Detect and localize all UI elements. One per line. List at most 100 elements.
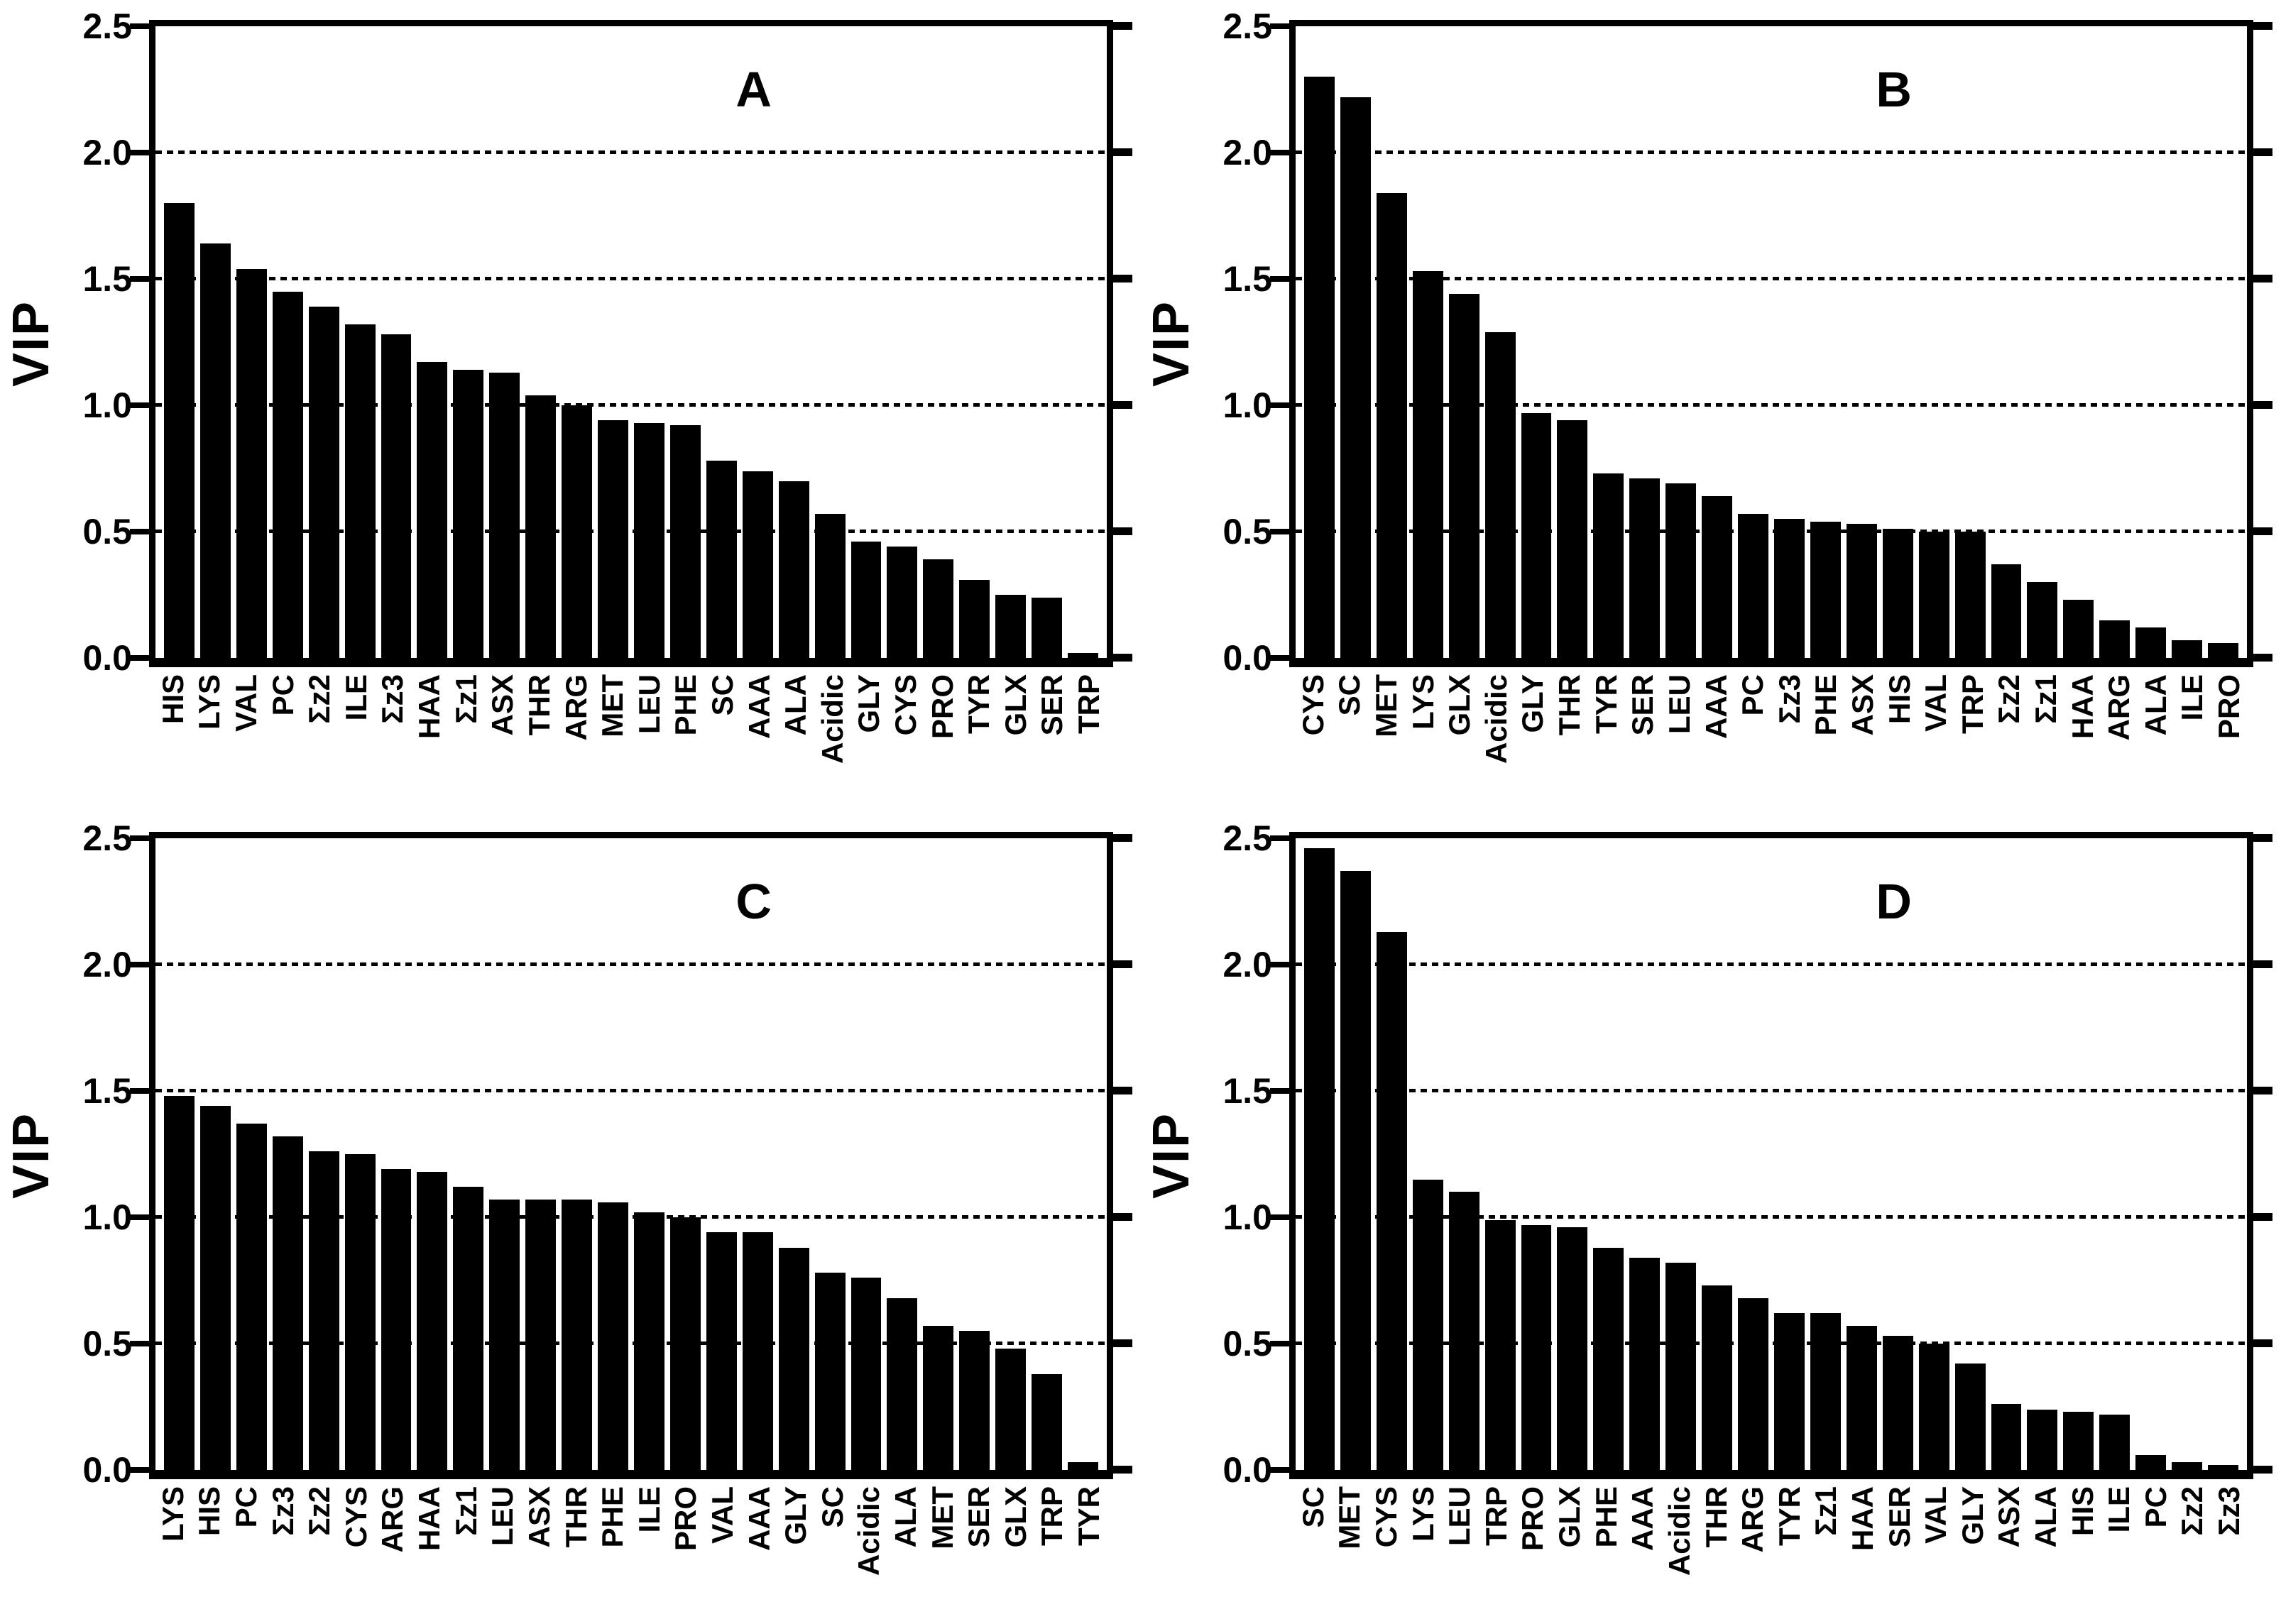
x-category-label: ILE bbox=[2102, 1486, 2136, 1533]
bar bbox=[308, 307, 339, 658]
x-category-label: GLX bbox=[1443, 674, 1477, 736]
x-category-cell: Σz2 bbox=[1991, 667, 2028, 809]
bar bbox=[850, 1278, 882, 1470]
x-category-cell: AAA bbox=[741, 1479, 778, 1621]
x-category-cell: HAA bbox=[411, 667, 448, 809]
y-axis-tick-label: 1.0 bbox=[82, 1197, 132, 1237]
bar bbox=[742, 471, 773, 658]
x-category-label: GLX bbox=[1553, 1486, 1587, 1548]
x-category-cell: LYS bbox=[1405, 667, 1442, 809]
x-category-cell: SC bbox=[704, 667, 741, 809]
gridline bbox=[155, 1342, 1107, 1345]
y-axis-tick-label: 0.5 bbox=[82, 512, 132, 552]
bar bbox=[2099, 620, 2130, 658]
x-category-cell: Σz1 bbox=[1808, 1479, 1845, 1621]
bar bbox=[562, 405, 593, 658]
y-axis-tick-mark bbox=[1270, 1088, 1289, 1094]
bar bbox=[2208, 642, 2238, 658]
bar bbox=[1773, 1313, 1805, 1470]
x-category-label: TYR bbox=[1589, 674, 1623, 734]
x-category-label: ALA bbox=[888, 1486, 922, 1548]
x-category-label: SER bbox=[1035, 674, 1069, 736]
y-axis-tick-mark bbox=[2253, 401, 2272, 409]
gridline bbox=[1296, 962, 2247, 966]
y-axis-tick-mark bbox=[1113, 22, 1132, 30]
x-category-label: Acidic bbox=[1662, 1486, 1696, 1576]
bar bbox=[1882, 529, 1913, 658]
y-axis-tick-mark bbox=[1113, 148, 1132, 156]
bar bbox=[344, 1154, 376, 1470]
x-category-label: PRO bbox=[669, 1486, 703, 1552]
y-axis-tick-mark bbox=[130, 1214, 149, 1220]
x-category-cell: Acidic bbox=[851, 1479, 888, 1621]
y-axis-tick-mark bbox=[130, 1467, 149, 1473]
x-category-cell: TYR bbox=[1071, 1479, 1107, 1621]
gridline bbox=[155, 403, 1107, 407]
bar bbox=[1954, 532, 1986, 658]
y-axis-tick-mark bbox=[1270, 1467, 1289, 1473]
bar bbox=[1068, 652, 1098, 658]
x-category-label: Σz2 bbox=[302, 674, 337, 724]
y-axis-tick-mark bbox=[1270, 276, 1289, 282]
bar bbox=[923, 1326, 954, 1470]
bar bbox=[236, 268, 267, 658]
x-category-cell: GLY bbox=[1954, 1479, 1991, 1621]
y-axis-tick-mark bbox=[130, 962, 149, 967]
bar bbox=[1810, 521, 1841, 658]
x-category-label: VAL bbox=[1919, 674, 1953, 732]
gridline bbox=[155, 1089, 1107, 1092]
bar bbox=[1882, 1336, 1913, 1470]
x-category-label: TYR bbox=[962, 674, 996, 734]
x-category-cell: CYS bbox=[887, 667, 924, 809]
x-category-label: MET bbox=[1369, 674, 1404, 737]
bar bbox=[1846, 1326, 1877, 1470]
x-category-label: LYS bbox=[155, 1486, 190, 1542]
y-axis-tick-label: 2.0 bbox=[82, 133, 132, 172]
x-category-label: TYR bbox=[1072, 1486, 1106, 1546]
bar bbox=[633, 422, 664, 658]
x-category-label: GLY bbox=[1516, 674, 1550, 733]
x-category-label: PRO bbox=[925, 674, 959, 740]
bar bbox=[1032, 1373, 1063, 1470]
bar bbox=[1738, 1297, 1768, 1470]
panel-b: VIP 0.0 0.5 1.0 1.5 2.0 2.5 B CYS SC MET LYS GLX A… bbox=[1140, 0, 2281, 812]
x-category-label: ASX bbox=[1992, 1486, 2026, 1548]
x-category-label: SC bbox=[815, 1486, 849, 1528]
x-category-cell: PHE bbox=[594, 1479, 631, 1621]
x-category-cell: HAA bbox=[2064, 667, 2101, 809]
x-category-label: TRP bbox=[1479, 1486, 1513, 1546]
x-category-cell: MET bbox=[594, 667, 631, 809]
bar bbox=[2172, 1462, 2203, 1470]
x-category-label: TYR bbox=[1772, 1486, 1806, 1546]
bar bbox=[1032, 597, 1063, 658]
y-axis-tick-label: 0.5 bbox=[1222, 512, 1272, 552]
x-category-cell: TRP bbox=[1478, 1479, 1515, 1621]
x-category-cell: ARG bbox=[2101, 667, 2138, 809]
x-category-cell: LEU bbox=[631, 667, 668, 809]
x-category-cell: PHE bbox=[1588, 1479, 1625, 1621]
bar bbox=[995, 595, 1027, 658]
x-category-cell: GLY bbox=[777, 1479, 814, 1621]
x-category-label: PHE bbox=[1809, 674, 1843, 736]
bar bbox=[272, 1136, 303, 1470]
x-category-label: THR bbox=[1553, 674, 1587, 736]
bar bbox=[1665, 483, 1697, 658]
x-category-cell: Σz3 bbox=[2211, 1479, 2248, 1621]
y-axis-tick-labels: 0.0 0.5 1.0 1.5 2.0 2.5 bbox=[1140, 812, 1279, 1624]
x-category-label: VAL bbox=[705, 1486, 739, 1544]
bar bbox=[1484, 1219, 1516, 1470]
x-category-label: Σz1 bbox=[2028, 674, 2062, 724]
y-axis-tick-label: 1.5 bbox=[1222, 259, 1272, 299]
y-axis-tick-mark bbox=[2253, 654, 2272, 662]
panel-letter: B bbox=[1876, 61, 1912, 117]
bar bbox=[1702, 496, 1733, 658]
bar bbox=[1991, 564, 2022, 658]
x-category-cell: THR bbox=[1698, 1479, 1735, 1621]
x-category-label: VAL bbox=[229, 674, 263, 732]
x-category-cell: HAA bbox=[1844, 1479, 1881, 1621]
x-category-label: PHE bbox=[1589, 1486, 1623, 1548]
x-category-cell: Acidic bbox=[814, 667, 851, 809]
x-category-cell: Σz1 bbox=[448, 667, 485, 809]
x-category-label: TRP bbox=[1072, 674, 1106, 734]
y-axis-tick-mark bbox=[2253, 527, 2272, 535]
